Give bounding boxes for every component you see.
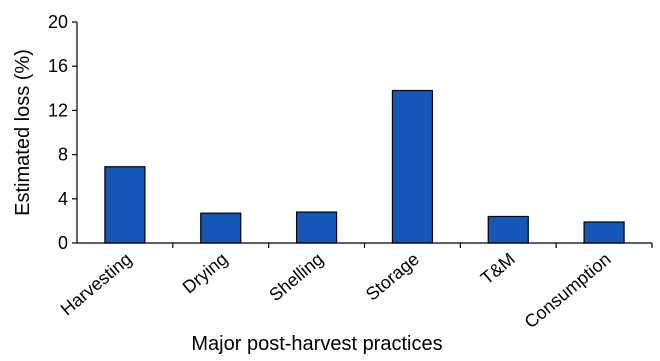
y-tick-label: 0 (58, 233, 68, 253)
bar-harvesting (104, 166, 146, 244)
x-tick-label: T&M (477, 249, 519, 289)
bars-layer (104, 89, 625, 244)
bar-drying (200, 212, 242, 244)
y-tick-label: 16 (48, 56, 68, 76)
x-tick-label: Consumption (521, 249, 615, 332)
x-tick-label: Drying (179, 249, 232, 298)
x-axis-title: Major post-harvest practices (191, 333, 442, 355)
x-tick-label: Shelling (265, 249, 327, 305)
bar-t-m (487, 215, 529, 244)
y-tick-label: 4 (58, 189, 68, 209)
bar-consumption (583, 221, 625, 244)
x-tick-label: Storage (362, 249, 423, 305)
axes-layer (76, 22, 652, 244)
y-tick-label: 8 (58, 145, 68, 165)
x-ticks: Harvesting Drying Shelling Storage T&M Consum… (57, 243, 653, 332)
bar-shelling (295, 211, 338, 244)
y-axis-title: Estimated loss (%) (12, 49, 34, 216)
y-tick-label: 12 (48, 100, 68, 120)
x-tick-label: Harvesting (57, 249, 136, 320)
y-ticks: 0 4 8 12 16 20 (48, 12, 77, 253)
y-tick-label: 20 (48, 12, 68, 32)
bar-storage (391, 89, 434, 244)
